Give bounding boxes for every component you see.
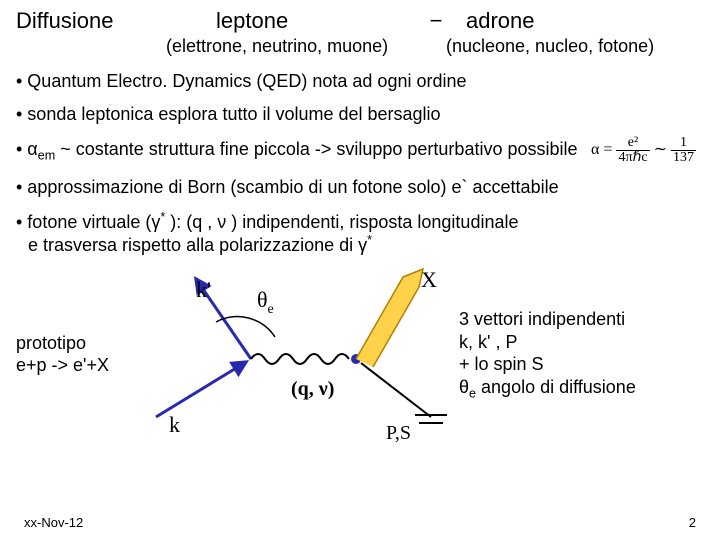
vectors-l4-sub: e: [469, 386, 476, 400]
alpha-tilde: ∼: [654, 142, 667, 159]
footer-date: xx-Nov-12: [24, 515, 83, 530]
subtitle-row: (elettrone, neutrino, muone) (nucleone, …: [16, 36, 704, 57]
prototype-label: prototipo e+p -> e'+X: [16, 333, 151, 376]
vectors-l4: θe angolo di diffusione: [459, 377, 636, 397]
vectors-l2: k, k' , P: [459, 332, 517, 352]
prototype-line1: prototipo: [16, 333, 86, 353]
slide: Diffusione leptone − adrone (elettrone, …: [0, 0, 720, 540]
diagram-svg: k' k θe X P,S (q, ν): [151, 267, 451, 442]
alpha-frac2: 1 137: [671, 136, 696, 165]
vectors-l3: + lo spin S: [459, 354, 544, 374]
bullet-alpha: • αem ~ costante struttura fine piccola …: [16, 136, 704, 165]
prototype-line2: e+p -> e'+X: [16, 355, 109, 375]
label-x: X: [421, 267, 437, 292]
vectors-l4-pre: θ: [459, 377, 469, 397]
alpha-num2: 1: [671, 136, 696, 151]
alpha-formula: α = e² 4πℏc ∼ 1 137: [591, 136, 704, 165]
bullet-born: • approssimazione di Born (scambio di un…: [16, 177, 704, 198]
alpha-lhs: α =: [591, 142, 612, 159]
feynman-diagram: k' k θe X P,S (q, ν): [151, 267, 451, 442]
title-row: Diffusione leptone − adrone: [16, 8, 704, 34]
alpha-den1: 4πℏc: [616, 151, 649, 165]
label-k: k: [169, 412, 180, 437]
bullet-vp-mid: ): (q , ν ) indipendenti, risposta longi…: [165, 212, 518, 232]
bullet-virtual-photon: • fotone virtuale (γ * ): (q , ν ) indipe…: [16, 210, 704, 255]
hadron-in-line: [361, 363, 431, 417]
bullet-vp-l2-sup: *: [367, 233, 372, 247]
diagram-row: prototipo e+p -> e'+X: [16, 267, 704, 442]
label-qnu: (q, ν): [291, 378, 334, 400]
alpha-num1: e²: [616, 136, 649, 151]
title-diffusione: Diffusione: [16, 8, 216, 34]
bullet-vp-pre: • fotone virtuale (γ: [16, 212, 160, 232]
title-dash: −: [406, 8, 466, 34]
bullet-alpha-text: • αem ~ costante struttura fine piccola …: [16, 139, 578, 163]
label-theta: θe: [257, 287, 274, 317]
vectors-text: 3 vettori indipendenti k, k' , P + lo sp…: [459, 308, 699, 402]
footer: xx-Nov-12 2: [24, 515, 696, 530]
bullet-alpha-post: ~ costante struttura fine piccola -> svi…: [55, 139, 577, 159]
footer-page: 2: [689, 515, 696, 530]
vectors-l1: 3 vettori indipendenti: [459, 309, 625, 329]
title-adrone: adrone: [466, 8, 666, 34]
vectors-l4-post: angolo di diffusione: [476, 377, 636, 397]
k-arrow: [156, 362, 246, 417]
bullet-vp-l2-pre: e trasversa rispetto alla polarizzazione…: [28, 235, 367, 255]
x-arrow: [356, 277, 419, 367]
bullet-qed: • Quantum Electro. Dynamics (QED) nota a…: [16, 71, 704, 92]
alpha-den2: 137: [671, 151, 696, 165]
alpha-frac1: e² 4πℏc: [616, 136, 649, 165]
title-leptone: leptone: [216, 8, 406, 34]
bullet-list: • Quantum Electro. Dynamics (QED) nota a…: [16, 71, 704, 255]
photon-line: [251, 354, 349, 364]
bullet-alpha-pre: • α: [16, 139, 38, 159]
label-kprime: k': [196, 277, 211, 302]
subtitle-hadrons: (nucleone, nucleo, fotone): [446, 36, 654, 57]
bullet-sonda: • sonda leptonica esplora tutto il volum…: [16, 104, 704, 125]
subtitle-leptons: (elettrone, neutrino, muone): [166, 36, 426, 57]
bullet-vp-line2: e trasversa rispetto alla polarizzazione…: [28, 235, 372, 255]
bullet-alpha-sub: em: [38, 148, 56, 162]
label-ps: P,S: [386, 422, 411, 442]
